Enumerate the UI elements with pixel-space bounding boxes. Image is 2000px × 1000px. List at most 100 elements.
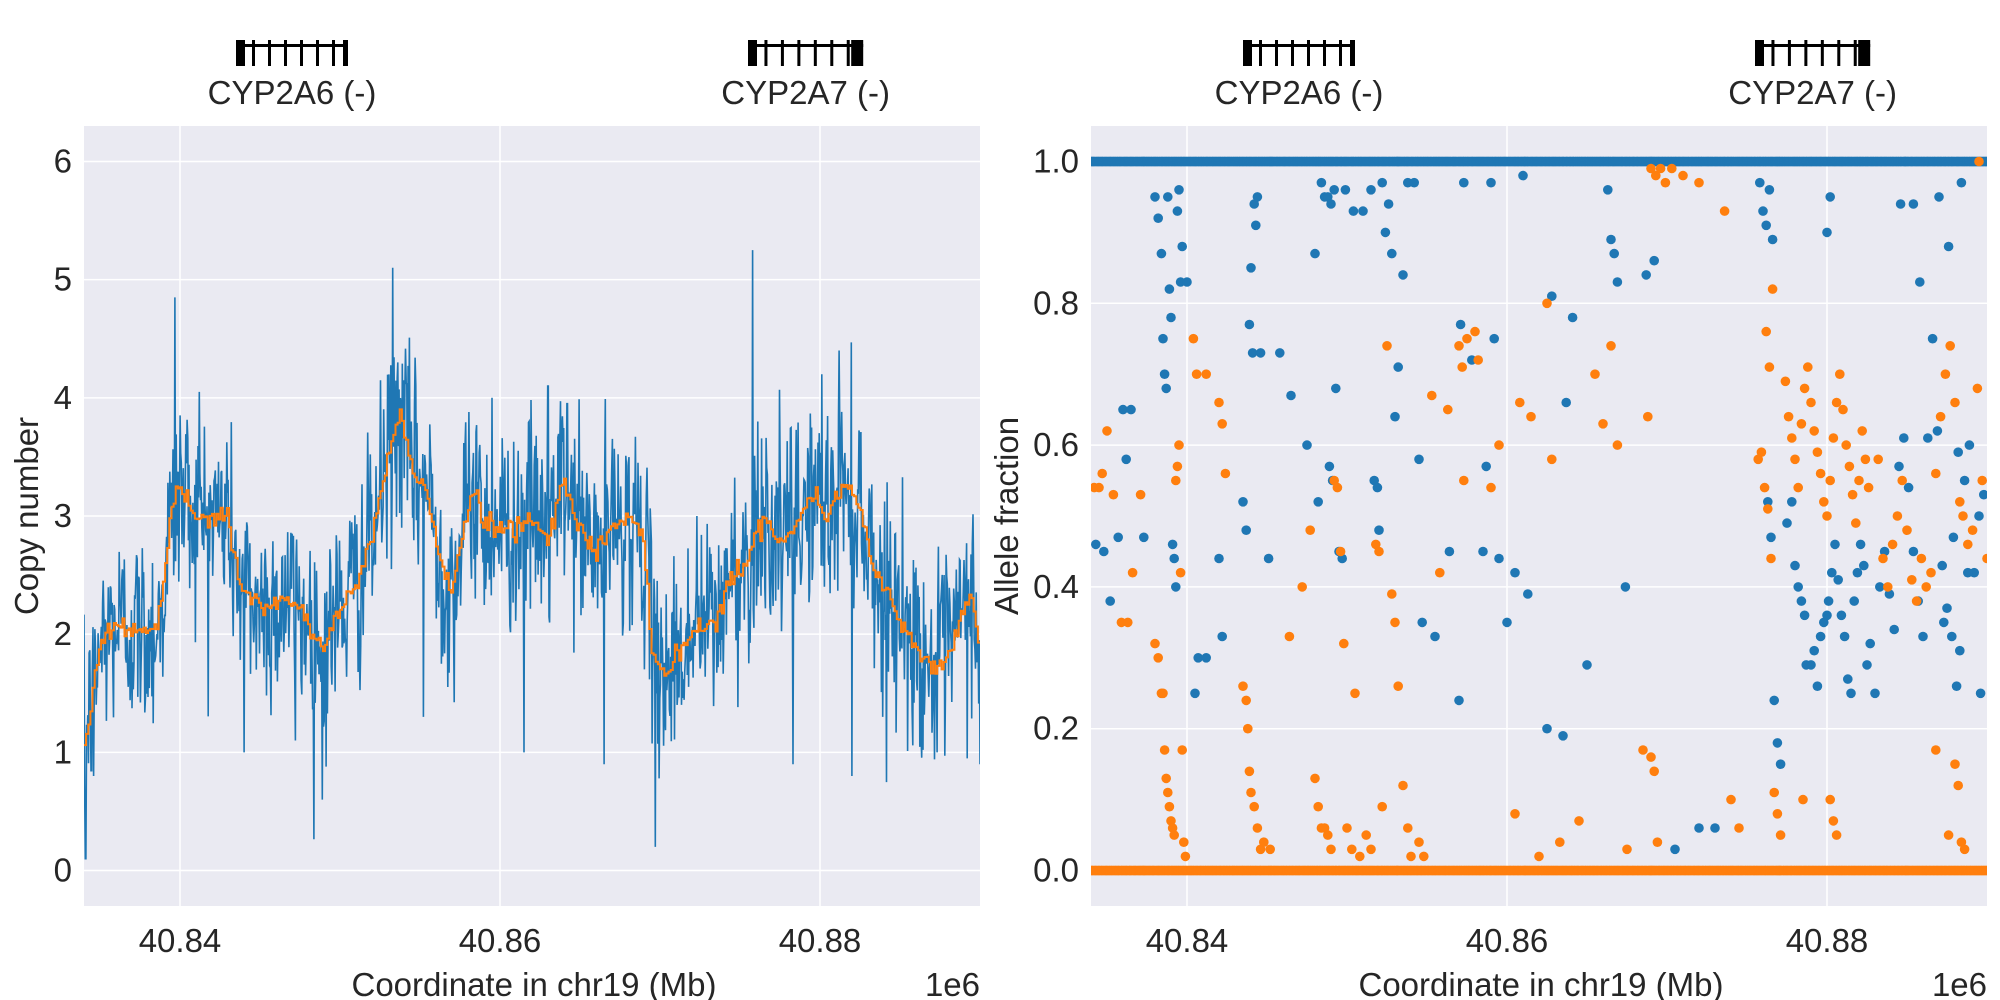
scatter-point	[1918, 631, 1928, 642]
scatter-point	[1828, 433, 1839, 443]
scatter-point	[1622, 844, 1632, 855]
scatter-point	[1102, 426, 1112, 436]
scatter-point	[1981, 865, 1987, 876]
scatter-point	[1177, 745, 1187, 755]
scatter-point	[1769, 695, 1779, 706]
scatter-point	[1167, 539, 1178, 550]
scatter-point	[1772, 809, 1783, 819]
scatter-point	[1803, 362, 1813, 372]
scatter-point	[1974, 511, 1984, 521]
scatter-point	[1161, 383, 1171, 394]
scatter-point	[1945, 341, 1955, 351]
gene-model	[236, 40, 348, 66]
gene-exon	[830, 40, 834, 66]
scatter-point	[1350, 688, 1360, 699]
scatter-point	[1153, 213, 1163, 223]
gene-exon	[1771, 40, 1775, 66]
scatter-point	[1894, 461, 1904, 472]
scatter-point	[1158, 688, 1168, 699]
scatter-point	[1955, 497, 1965, 507]
scatter-point	[1975, 688, 1986, 699]
scatter-point	[1678, 170, 1688, 181]
scatter-point	[1174, 440, 1184, 450]
scatter-point	[1606, 341, 1616, 351]
scatter-point	[1302, 440, 1312, 450]
y-axis-label: Copy number	[8, 417, 45, 615]
scatter-point	[1123, 617, 1133, 628]
scatter-point	[1758, 206, 1768, 216]
y-tick-label: 0.0	[1033, 852, 1079, 889]
scatter-point	[1135, 489, 1146, 500]
scatter-point	[1825, 192, 1835, 202]
gene-label: CYP2A7 (-)	[721, 74, 890, 111]
gene-exon	[300, 40, 303, 66]
scatter-point	[1822, 511, 1832, 521]
scatter-point	[1220, 468, 1231, 479]
gene-model	[1243, 40, 1355, 66]
scatter-point	[1510, 567, 1520, 578]
scatter-point	[1838, 404, 1848, 415]
gene-exon	[748, 40, 757, 66]
plot-area	[1091, 126, 1987, 906]
scatter-point	[1486, 482, 1496, 493]
scatter-point	[1649, 766, 1659, 777]
scatter-point	[1972, 383, 1983, 394]
scatter-point	[1846, 688, 1856, 699]
scatter-point	[1822, 227, 1832, 238]
scatter-point	[1377, 801, 1387, 812]
scatter-point	[1164, 284, 1175, 294]
scatter-point	[1127, 567, 1138, 578]
scatter-point	[1835, 369, 1845, 380]
scatter-point	[1097, 468, 1107, 479]
scatter-point	[1169, 830, 1179, 840]
scatter-point	[1761, 326, 1771, 337]
scatter-point	[1398, 270, 1408, 280]
scatter-point	[1156, 248, 1167, 259]
scatter-point	[1214, 553, 1224, 564]
scatter-point	[1806, 397, 1816, 408]
scatter-point	[1171, 475, 1181, 486]
scatter-point	[1470, 326, 1480, 337]
scatter-point	[1275, 348, 1285, 358]
series-1	[1091, 156, 1987, 876]
scatter-point	[1790, 454, 1800, 465]
scatter-point	[1935, 411, 1946, 422]
scatter-point	[1414, 837, 1424, 847]
scatter-point	[1313, 497, 1323, 507]
x-axis-label: Coordinate in chr19 (Mb)	[1359, 966, 1724, 1000]
chart-panel-left: 40.84 40.86 40.88 0 1 2 3 4 5 6 Coordinate in chr1…	[8, 40, 980, 1000]
scatter-point	[1612, 440, 1623, 450]
scatter-point	[1953, 447, 1963, 458]
scatter-point	[1964, 440, 1975, 450]
scatter-point	[1948, 532, 1959, 543]
scatter-point	[1793, 582, 1803, 592]
scatter-point	[1903, 482, 1914, 493]
scatter-point	[1849, 596, 1859, 606]
scatter-point	[1827, 567, 1837, 578]
scatter-point	[1643, 411, 1653, 422]
scatter-point	[1769, 787, 1779, 798]
scatter-point	[1582, 660, 1592, 670]
scatter-point	[1244, 766, 1255, 777]
y-tick-label: 2	[54, 615, 72, 652]
scatter-point	[1380, 227, 1391, 238]
scatter-point	[1419, 851, 1429, 862]
scatter-point	[1193, 653, 1203, 663]
scatter-point	[1174, 185, 1184, 195]
scatter-point	[1574, 816, 1584, 826]
scatter-point	[1393, 362, 1403, 372]
gene-exon	[252, 40, 255, 66]
scatter-point	[1105, 596, 1115, 606]
scatter-point	[1694, 177, 1704, 188]
scatter-point	[1943, 830, 1954, 840]
scatter-point	[1494, 553, 1504, 564]
x-tick-label: 40.88	[1786, 922, 1869, 959]
scatter-point	[1366, 185, 1376, 195]
scatter-point	[1860, 454, 1871, 465]
scatter-point	[1358, 206, 1368, 216]
x-tick-label: 40.86	[459, 922, 542, 959]
scatter-point	[1759, 482, 1770, 493]
scatter-point	[1764, 362, 1775, 372]
scatter-point	[1252, 823, 1263, 833]
scatter-point	[1172, 206, 1183, 216]
